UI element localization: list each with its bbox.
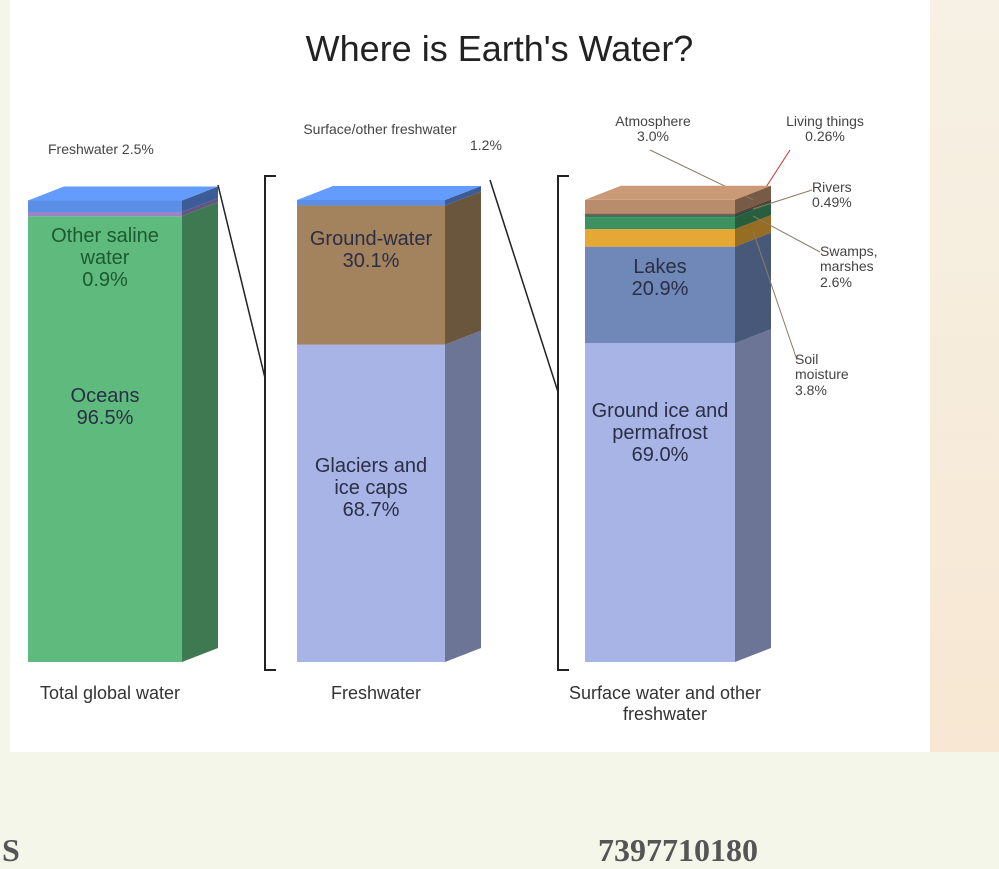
bar-front [297,344,445,662]
segment-value-label: 1.2% [470,137,502,153]
bar-segment [28,186,218,213]
segment-label: Other saline water 0.9% [28,225,182,291]
segment-value-label: 3.8% [795,381,827,398]
bar-segment [297,330,481,662]
segment-value-label: 69.0% [631,444,689,466]
segment-value-label: 0.26% [805,128,845,145]
bar-front [28,216,182,663]
bar-side [735,232,771,344]
connector-line [489,179,559,393]
bar-front [297,200,445,206]
segment-name: Living things [786,113,864,129]
segment-name: Swamps, marshes [820,243,878,275]
bar-side [182,198,218,217]
category-label: Total global water [39,683,181,703]
segment-label: Ground ice and permafrost 69.0% [588,400,732,466]
segment-value-label: 3.0% [637,128,669,145]
bar-side [445,191,481,345]
segment-label: Living things 0.26% [770,113,880,145]
bar-segment [297,191,481,345]
segment-name: Oceans [70,385,140,407]
background-decoration [930,0,999,752]
segment-name: Lakes [633,256,687,278]
segment-value-label: 2.5% [121,141,154,157]
segment-name: Atmosphere [615,113,691,129]
segment-name: Freshwater [48,141,119,157]
segment-value-label: 96.5% [76,407,134,429]
connector-line [217,184,266,379]
segment-label: Oceans 96.5% [40,385,170,429]
leader-line [752,230,798,361]
footer-right: 7397710180 [598,832,758,868]
bar-top [297,186,481,200]
leader-line [752,215,821,253]
segment-name: Rivers [812,179,852,195]
segment-label: Swamps, marshes 2.6% [820,243,910,290]
bar-front [28,200,182,213]
segment-value-label: 0.9% [82,269,128,291]
segment-name: Surface/other freshwater [303,121,457,137]
bar-front [585,229,735,247]
bar-front [585,217,735,230]
bar-side [182,202,218,663]
category-label: Surface water and other freshwater [568,683,762,724]
chart-title: Where is Earth's Water? [305,28,694,69]
segment-label: Freshwater 2.5% [48,141,248,157]
segment-label: Ground-water 30.1% [300,228,442,272]
bar-front [585,246,735,344]
bracket [264,175,276,671]
bar-front [585,214,735,218]
segment-value-label: 2.6% [820,273,852,290]
bar-segment [585,232,771,344]
bracket [557,175,569,671]
bar-front [585,199,735,214]
segment-value-label: 0.49% [812,194,852,211]
segment-value-label: 20.9% [631,278,689,300]
segment-value-label: 1.2% [470,137,502,153]
bar-side [182,186,218,213]
bar-front [297,205,445,345]
bar-side [445,186,481,206]
bar-top [585,185,771,200]
segment-name: Ground ice and permafrost [591,400,729,444]
leader-line [752,189,813,210]
segment-label: Glaciers and ice caps 68.7% [300,455,442,521]
segment-label: Surface/other freshwater [300,121,460,137]
bar-side [735,329,771,662]
bar-segment [297,186,481,206]
segment-label: Rivers 0.49% [812,179,892,211]
bar-front [28,212,182,217]
segment-name: Glaciers and ice caps [314,455,428,499]
segment-name: Other saline water [51,225,159,269]
segment-label: Atmosphere 3.0% [598,113,708,145]
category-label: Freshwater [330,683,422,703]
segment-label: Soil moisture 3.8% [795,351,865,398]
bar-segment [28,198,218,217]
segment-label: Lakes 20.9% [588,256,732,300]
bar-segment [28,202,218,663]
bar-top [28,186,218,201]
bar-front [585,343,735,662]
bar-segment [585,329,771,662]
segment-value-label: 30.1% [342,250,400,272]
footer-left: S [2,832,20,868]
segment-name: Ground-water [309,228,433,250]
bar-front [585,213,735,215]
segment-value-label: 68.7% [342,499,400,521]
bar-side [445,330,481,662]
segment-name: Soil moisture [795,351,849,383]
